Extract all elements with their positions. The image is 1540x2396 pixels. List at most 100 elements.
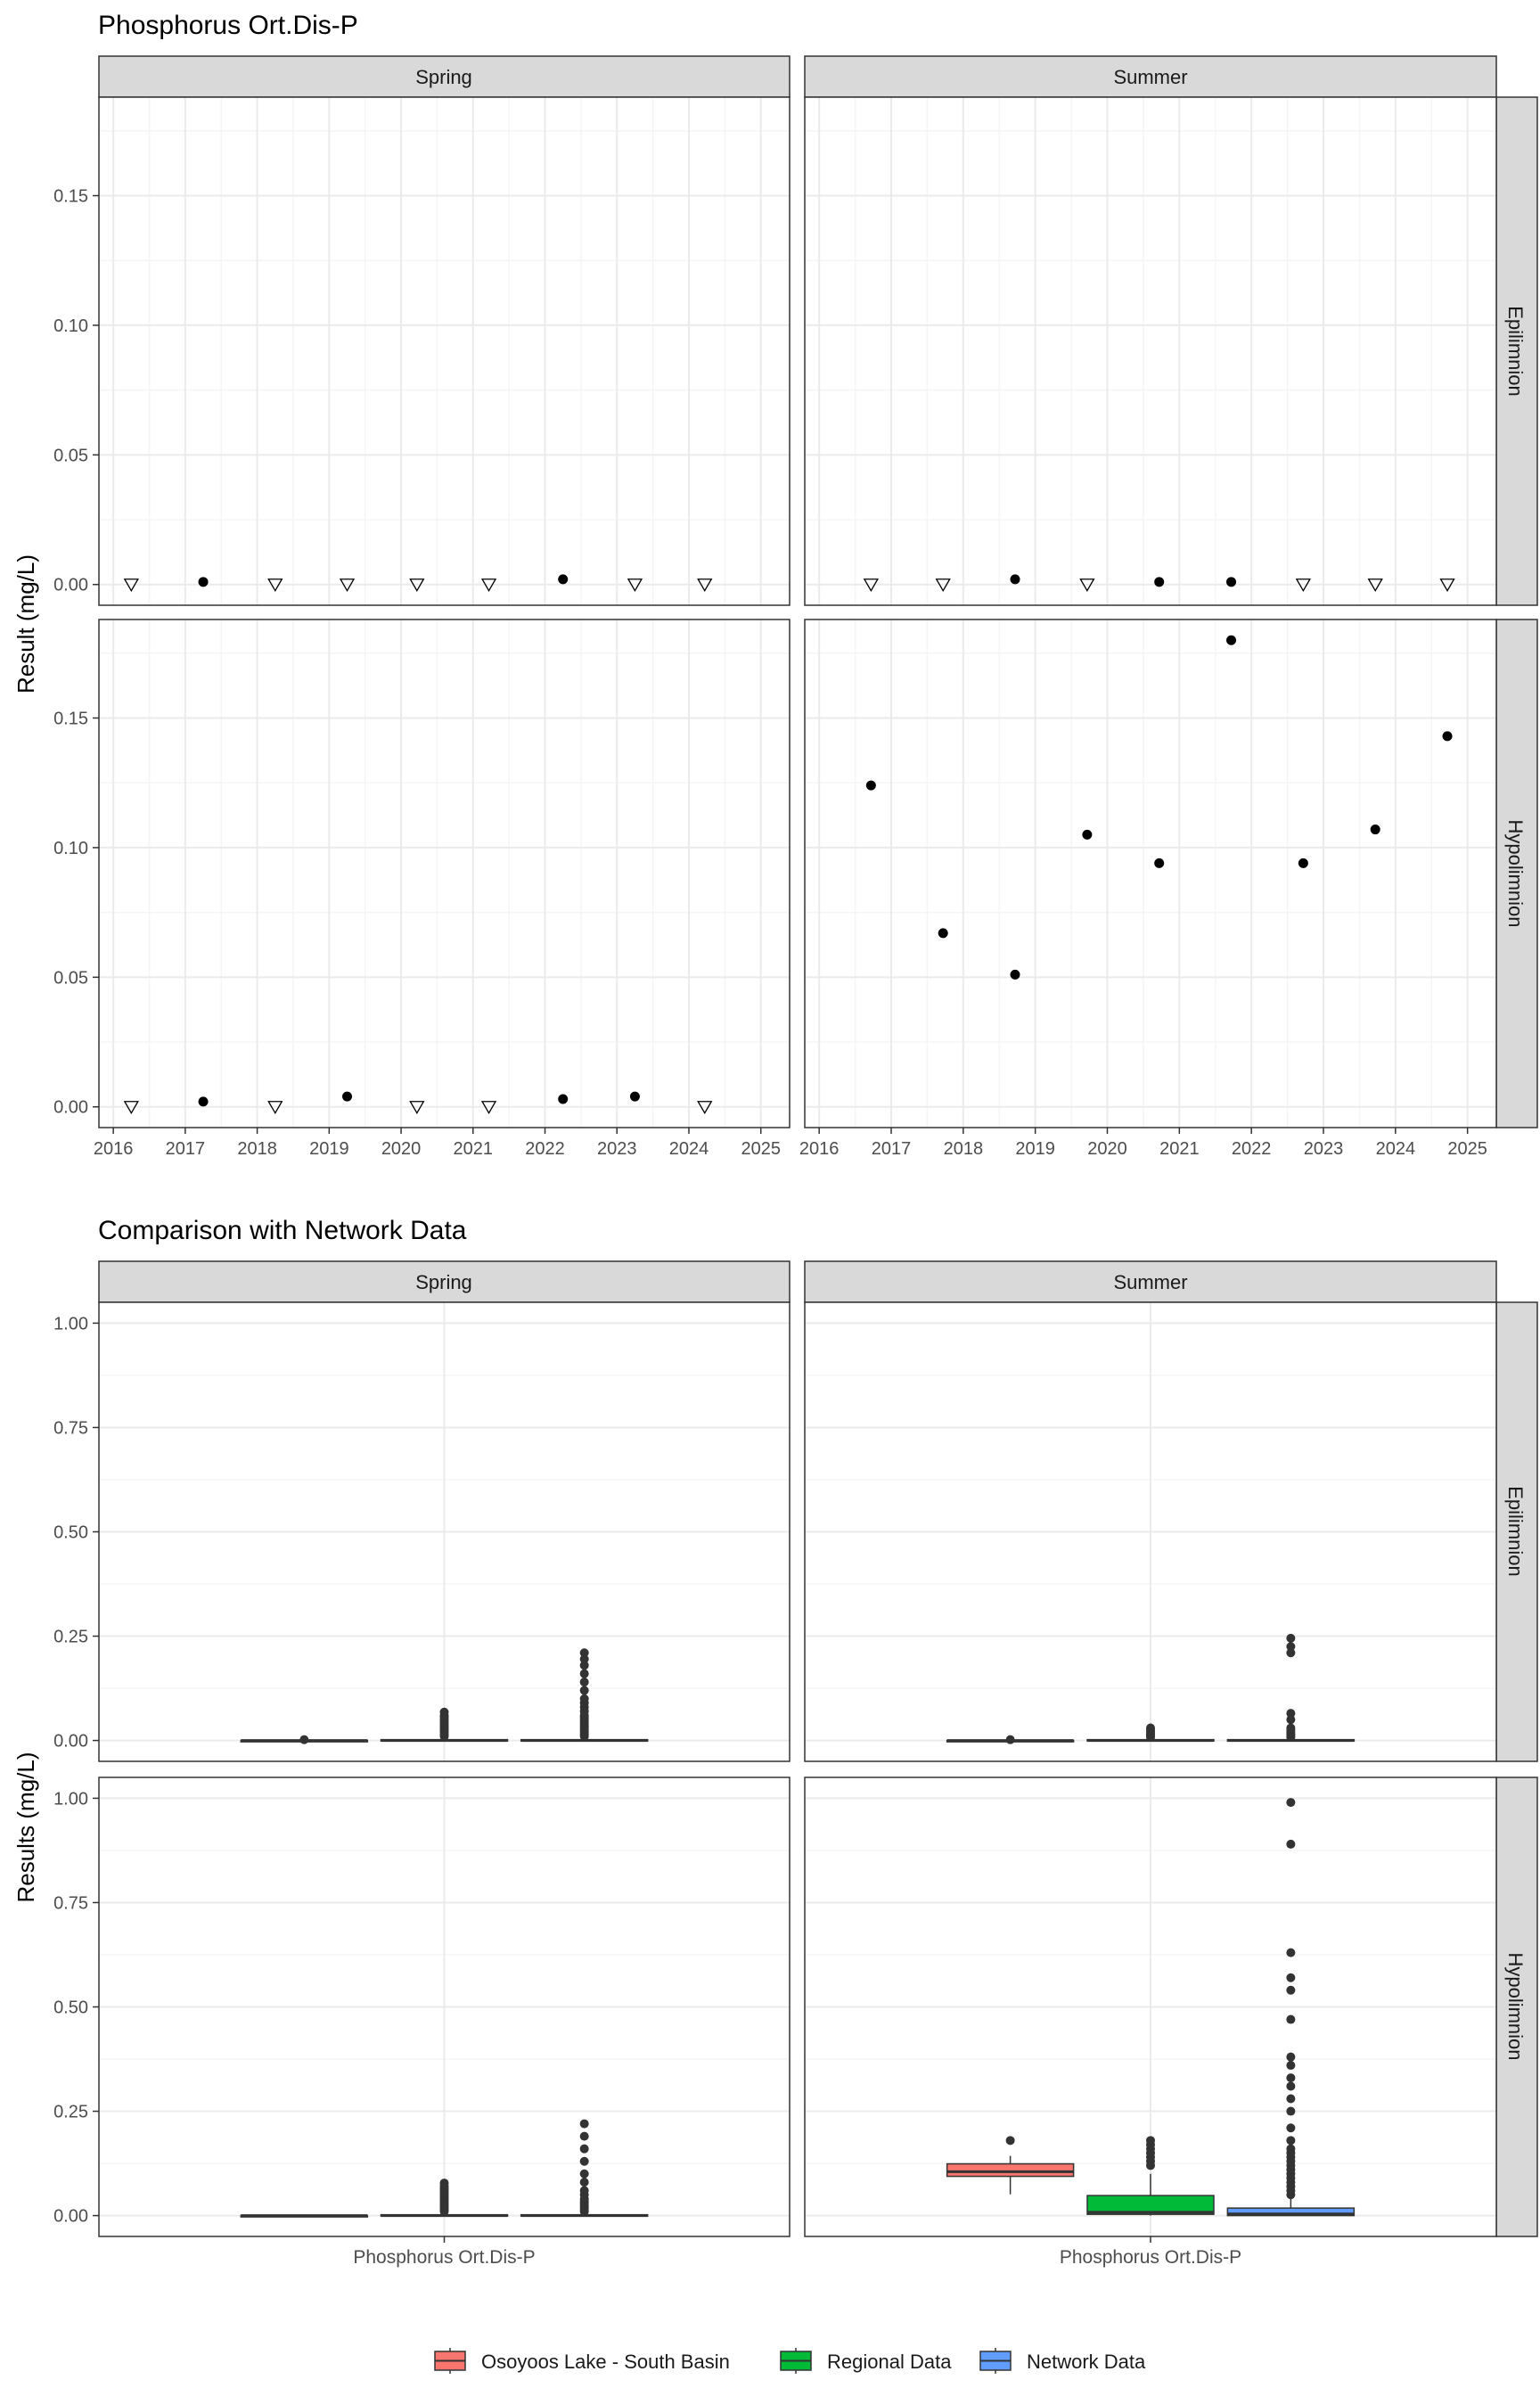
panel-spring-hypolimnion xyxy=(98,619,790,1128)
legend-item-osoyoos[interactable]: Osoyoos Lake - South Basin xyxy=(434,2348,730,2374)
facet-strip-label-hypolimnion: Hypolimnion xyxy=(1504,819,1527,927)
data-point-below-detection xyxy=(1295,578,1311,593)
x-tick-label: 2019 xyxy=(1015,1139,1055,1159)
panel-boxes xyxy=(946,1798,1356,2217)
data-point xyxy=(1154,857,1165,868)
box-outlier xyxy=(579,2144,589,2154)
box-outlier xyxy=(579,1648,589,1658)
y-tick-label: 0.10 xyxy=(53,316,88,336)
box-outlier xyxy=(579,1686,589,1695)
box-outlier xyxy=(1286,1723,1296,1733)
data-point xyxy=(1298,857,1308,868)
x-tick-label: 2016 xyxy=(94,1139,134,1159)
data-point-below-detection xyxy=(267,578,283,593)
data-point xyxy=(1082,829,1093,840)
facet-strip-summer xyxy=(804,55,1497,98)
data-point-below-detection xyxy=(1367,578,1383,593)
legend-label-network: Network Data xyxy=(1027,2351,1146,2373)
panel-boxes xyxy=(240,1648,649,1744)
data-point xyxy=(1010,574,1020,585)
y-tick-label: 0.25 xyxy=(53,2103,88,2122)
facet-strip-hypolimnion xyxy=(1495,1776,1538,2237)
x-tick-label: 2021 xyxy=(454,1139,494,1159)
box-outlier xyxy=(579,2186,589,2195)
data-point-below-detection xyxy=(339,578,356,593)
panel-border xyxy=(98,619,790,1128)
box-outlier xyxy=(1286,1798,1296,1808)
panel-gridlines xyxy=(99,97,790,605)
legend-label-osoyoos: Osoyoos Lake - South Basin xyxy=(481,2351,730,2373)
box-outlier xyxy=(579,2178,589,2187)
x-tick-label: 2019 xyxy=(309,1139,349,1159)
panel-gridlines xyxy=(805,97,1496,605)
box-outlier xyxy=(1286,1642,1296,1652)
box-outlier xyxy=(579,2119,589,2129)
box-outlier xyxy=(439,1707,449,1717)
y-tick-label: 0.25 xyxy=(53,1628,88,1647)
panel-border xyxy=(804,96,1497,606)
panel-border xyxy=(98,96,790,606)
data-point-below-detection xyxy=(123,578,139,593)
data-point xyxy=(1442,731,1453,742)
box-outlier xyxy=(1286,2106,1296,2116)
legend-item-network[interactable]: Network Data xyxy=(979,2348,1146,2374)
facet-strip-summer xyxy=(804,1260,1497,1303)
legend-item-regional[interactable]: Regional Data xyxy=(780,2348,952,2374)
x-tick-label: Phosphorus Ort.Dis-P xyxy=(1060,2247,1241,2268)
y-tick-label: 0.05 xyxy=(53,968,88,988)
panel-boxes xyxy=(946,1633,1356,1744)
y-axis-label-boxplot: Results (mg/L) xyxy=(12,1752,39,1902)
box-outlier xyxy=(1286,2014,1296,2024)
box-outlier xyxy=(1286,2081,1296,2091)
facet-strip-hypolimnion xyxy=(1495,619,1538,1128)
x-tick-label: 2018 xyxy=(944,1139,984,1159)
data-point xyxy=(938,928,948,939)
facet-strip-label-spring: Spring xyxy=(415,1271,472,1293)
facet-strip-spring xyxy=(98,1260,790,1303)
x-tick-label: 2022 xyxy=(1232,1139,1272,1159)
y-tick-label: 0.00 xyxy=(53,1098,88,1118)
box-outlier xyxy=(1005,1735,1015,1744)
box-outlier xyxy=(299,1735,309,1744)
box-body xyxy=(1226,2207,1356,2217)
data-point-below-detection xyxy=(627,578,643,593)
y-tick-label: 0.75 xyxy=(53,1418,88,1438)
box-outlier xyxy=(1286,1839,1296,1849)
box-outlier xyxy=(579,1694,589,1703)
data-point-below-detection xyxy=(267,1101,283,1115)
box-outlier xyxy=(579,1654,589,1664)
box-outlier xyxy=(1005,2136,1015,2146)
box-outlier xyxy=(1286,1948,1296,1957)
panel-gridlines xyxy=(805,1302,1496,1761)
box-outlier xyxy=(579,1661,589,1670)
box-outlier xyxy=(1286,2073,1296,2083)
box-outlier xyxy=(1286,1633,1296,1643)
box-outlier xyxy=(579,1678,589,1687)
panel-background xyxy=(99,620,790,1128)
panel-spring-epilimnion xyxy=(98,1301,790,1762)
box-body xyxy=(946,2162,1075,2178)
panel-summer-hypolimnion xyxy=(804,619,1497,1128)
x-tick-label: 2023 xyxy=(597,1139,637,1159)
x-tick-label: 2025 xyxy=(741,1139,781,1159)
x-tick-label: 2020 xyxy=(1087,1139,1127,1159)
facet-strip-epilimnion xyxy=(1495,96,1538,606)
axis-ticks-and-labels: 0.00 0.25 0.50 0.75 1.00 0.00 0.25 0.50 0.75 1.00… xyxy=(53,1314,1241,2268)
y-tick-label: 0.15 xyxy=(53,710,88,729)
y-tick-label: 0.05 xyxy=(53,446,88,465)
data-point xyxy=(865,780,876,791)
data-point-below-detection xyxy=(1079,578,1095,593)
x-tick-label: 2017 xyxy=(166,1139,206,1159)
axis-ticks-and-labels: 0.00 0.05 0.10 0.15 0.00 0.05 0.10 0.15 2016 2017… xyxy=(53,187,1487,1159)
panel-summer-epilimnion xyxy=(804,96,1497,606)
data-point-below-detection xyxy=(935,578,951,593)
y-tick-label: 0.75 xyxy=(53,1893,88,1913)
box-outlier xyxy=(579,1669,589,1678)
panel-boxes xyxy=(240,2119,649,2218)
y-tick-label: 1.00 xyxy=(53,1789,88,1809)
panel-spring-epilimnion xyxy=(98,96,790,606)
box-outlier xyxy=(1286,1973,1296,1982)
facet-strip-label-hypolimnion: Hypolimnion xyxy=(1504,1952,1527,2060)
facet-strip-label-epilimnion: Epilimnion xyxy=(1504,306,1527,397)
